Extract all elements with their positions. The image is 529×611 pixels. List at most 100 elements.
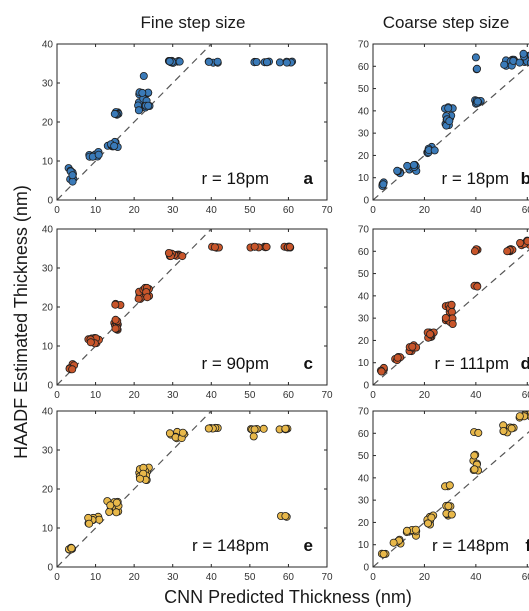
data-point	[213, 57, 222, 66]
plot-area	[56, 410, 328, 568]
data-point	[503, 247, 512, 256]
data-point	[165, 429, 174, 438]
y-tick-label: 50	[358, 451, 370, 462]
y-tick-label: 30	[358, 314, 370, 325]
y-tick-label: 60	[358, 62, 370, 73]
data-point	[112, 508, 121, 517]
x-tick-label: 20	[129, 390, 141, 401]
data-point	[447, 510, 456, 519]
plot-contents	[373, 236, 529, 385]
data-point	[377, 367, 386, 376]
data-point	[68, 365, 77, 374]
data-point	[423, 519, 432, 528]
data-point	[500, 60, 509, 69]
data-point	[515, 58, 524, 67]
x-tick-label: 40	[206, 205, 218, 216]
y-tick-label: 70	[358, 40, 370, 51]
plot-area	[56, 43, 328, 201]
y-tick-label: 0	[47, 196, 53, 207]
y-tick-label: 10	[358, 173, 370, 184]
data-point	[447, 307, 456, 316]
data-point	[204, 424, 213, 433]
x-tick-label: 40	[206, 572, 218, 583]
data-point	[135, 474, 144, 483]
data-point	[85, 519, 94, 528]
x-tick-label: 0	[54, 390, 60, 401]
data-point	[445, 117, 454, 126]
data-point	[262, 58, 271, 67]
data-point	[165, 57, 174, 66]
y-tick-label: 10	[42, 157, 54, 168]
data-point	[252, 58, 261, 67]
plot-contents	[57, 44, 297, 200]
data-point	[447, 300, 456, 309]
resolution-note: r = 90pm	[201, 354, 269, 373]
data-point	[67, 544, 76, 553]
data-point	[144, 101, 153, 110]
y-tick-label: 20	[42, 485, 54, 496]
x-tick-label: 0	[54, 205, 60, 216]
y-tick-label: 10	[42, 524, 54, 535]
panel-d: 0 20 40 60 0 10 20 30 40 50 60 70 r = 111pm d	[358, 225, 529, 401]
x-tick-label: 20	[419, 205, 431, 216]
data-point	[285, 242, 294, 251]
panel-f: 0 20 40 60 0 10 20 30 40 50 60 70 r = 148pm f	[358, 407, 529, 583]
x-tick-label: 60	[522, 572, 529, 583]
x-tick-label: 60	[283, 205, 295, 216]
x-tick-label: 30	[167, 572, 179, 583]
x-tick-label: 40	[470, 390, 482, 401]
data-point	[411, 525, 420, 534]
data-point	[523, 237, 529, 246]
y-tick-label: 40	[358, 106, 370, 117]
panel-letter: c	[304, 354, 313, 373]
y-tick-label: 70	[358, 225, 370, 236]
data-point	[472, 64, 481, 73]
data-point	[444, 502, 453, 511]
x-tick-label: 0	[370, 572, 376, 583]
data-point	[499, 426, 508, 435]
data-point	[281, 512, 290, 521]
x-tick-label: 0	[370, 205, 376, 216]
y-tick-label: 40	[42, 407, 54, 418]
data-point	[444, 104, 453, 113]
data-point	[164, 248, 173, 257]
y-tick-label: 20	[42, 118, 54, 129]
x-tick-label: 40	[470, 205, 482, 216]
data-point	[379, 180, 388, 189]
data-point	[110, 141, 119, 150]
resolution-note: r = 148pm	[432, 536, 509, 555]
data-point	[282, 58, 291, 67]
y-tick-label: 10	[358, 540, 370, 551]
y-axis-label: HAADF Estimated Thickness (nm)	[11, 185, 31, 459]
data-point	[445, 481, 454, 490]
data-point	[473, 97, 482, 106]
x-tick-label: 60	[283, 390, 295, 401]
data-point	[94, 150, 103, 159]
data-point	[379, 550, 388, 559]
data-point	[95, 515, 104, 524]
plot-contents	[57, 229, 295, 385]
y-tick-label: 30	[42, 264, 54, 275]
x-tick-label: 50	[244, 572, 256, 583]
panel-letter: b	[521, 169, 529, 188]
data-point	[507, 424, 516, 433]
y-tick-label: 0	[363, 381, 369, 392]
y-tick-label: 40	[42, 225, 54, 236]
x-tick-label: 60	[522, 390, 529, 401]
x-tick-label: 20	[129, 205, 141, 216]
data-point	[210, 243, 219, 252]
panel-letter: a	[304, 169, 314, 188]
data-point	[409, 160, 418, 169]
data-point	[86, 338, 95, 347]
y-tick-label: 0	[47, 381, 53, 392]
y-tick-label: 0	[47, 563, 53, 574]
panel-letter: d	[521, 354, 529, 373]
data-point	[403, 161, 412, 170]
data-point	[111, 324, 120, 333]
panel-c: 0 10 20 30 40 50 60 70 0 10 20 30 40 r = 90pm c	[42, 225, 333, 402]
data-point	[204, 57, 213, 66]
data-point	[430, 146, 439, 155]
data-point	[275, 58, 284, 67]
y-tick-label: 20	[358, 336, 370, 347]
plot-contents	[373, 49, 529, 200]
